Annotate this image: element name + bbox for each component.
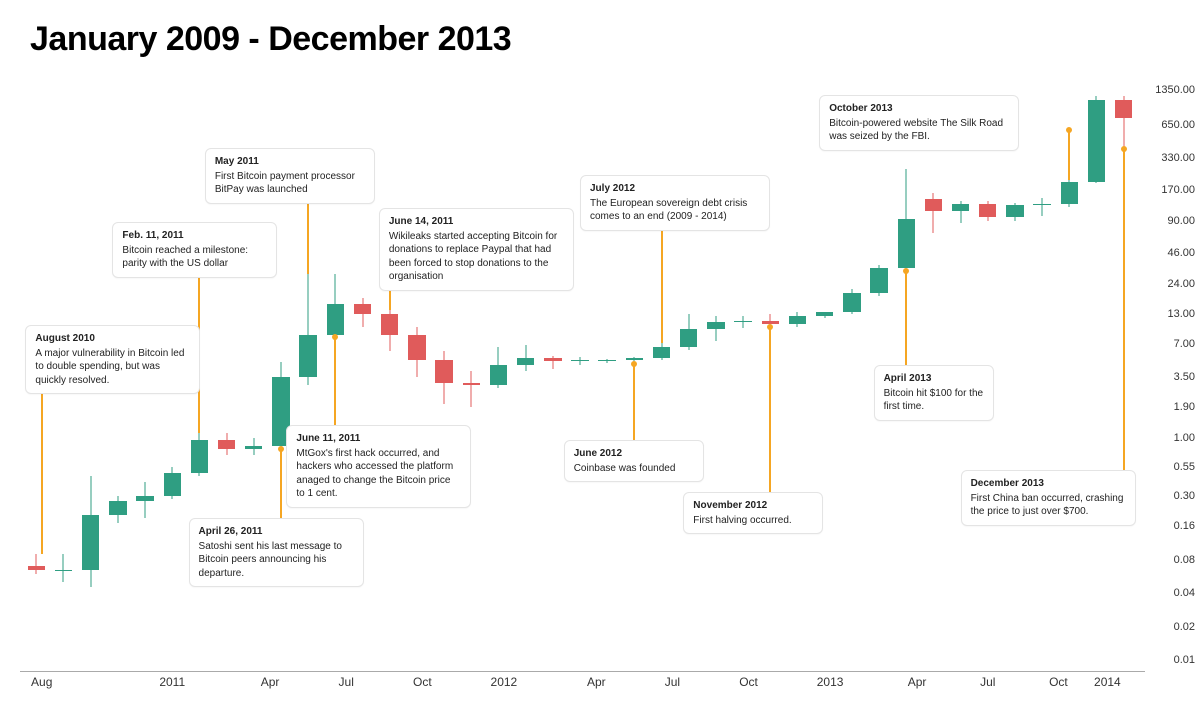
annotation-box: June 14, 2011Wikileaks started accepting…	[379, 208, 574, 291]
annotation-text: First Bitcoin payment processor BitPay w…	[215, 170, 365, 197]
y-tick: 650.00	[1161, 119, 1195, 131]
x-tick: Oct	[739, 675, 758, 689]
annotation-pointer	[41, 380, 43, 554]
y-tick: 0.30	[1174, 490, 1195, 502]
annotation-title: April 2013	[884, 372, 984, 386]
annotation-text: Satoshi sent his last message to Bitcoin…	[199, 540, 354, 581]
y-tick: 0.01	[1174, 654, 1195, 666]
y-tick: 46.00	[1167, 247, 1195, 259]
x-tick: Oct	[413, 675, 432, 689]
annotation-dot	[1121, 146, 1127, 152]
annotation-text: The European sovereign debt crisis comes…	[590, 197, 760, 224]
annotation-pointer	[1123, 149, 1125, 470]
annotation-text: Bitcoin-powered website The Silk Road wa…	[829, 117, 1009, 144]
x-tick: 2013	[817, 675, 844, 689]
y-tick: 0.02	[1174, 621, 1195, 633]
annotation-title: June 11, 2011	[296, 432, 461, 446]
annotation-pointer	[769, 327, 771, 492]
annotation-text: Bitcoin reached a milestone: parity with…	[122, 244, 267, 271]
annotation-box: May 2011First Bitcoin payment processor …	[205, 148, 375, 204]
annotation-text: Bitcoin hit $100 for the first time.	[884, 387, 984, 414]
annotation-text: First China ban occurred, crashing the p…	[971, 492, 1126, 519]
annotation-box: June 2012Coinbase was founded	[564, 440, 704, 482]
y-tick: 1350.00	[1155, 84, 1195, 96]
annotation-title: August 2010	[35, 332, 190, 346]
annotation-layer: August 2010A major vulnerability in Bitc…	[20, 90, 1140, 660]
annotation-title: June 14, 2011	[389, 215, 564, 229]
annotation-box: October 2013Bitcoin-powered website The …	[819, 95, 1019, 151]
annotation-title: October 2013	[829, 102, 1009, 116]
y-tick: 0.55	[1174, 461, 1195, 473]
annotation-text: Coinbase was founded	[574, 462, 694, 476]
x-tick: Jul	[665, 675, 680, 689]
y-tick: 170.00	[1161, 184, 1195, 196]
y-tick: 3.50	[1174, 371, 1195, 383]
annotation-dot	[903, 268, 909, 274]
x-tick: Apr	[261, 675, 280, 689]
x-tick: Oct	[1049, 675, 1068, 689]
annotation-text: Wikileaks started accepting Bitcoin for …	[389, 230, 564, 284]
x-tick: Jul	[339, 675, 354, 689]
x-tick: 2012	[491, 675, 518, 689]
annotation-text: A major vulnerability in Bitcoin led to …	[35, 347, 190, 388]
annotation-text: First halving occurred.	[693, 514, 813, 528]
annotation-box: June 11, 2011MtGox's first hack occurred…	[286, 425, 471, 508]
x-axis: Aug 2011 Apr Jul Oct 2012 Apr Jul Oct 2013 Apr Jul O…	[20, 675, 1140, 695]
y-tick: 1.90	[1174, 401, 1195, 413]
x-tick: Apr	[587, 675, 606, 689]
annotation-title: November 2012	[693, 499, 813, 513]
annotation-title: Feb. 11, 2011	[122, 229, 267, 243]
annotation-title: April 26, 2011	[199, 525, 354, 539]
annotation-box: August 2010A major vulnerability in Bitc…	[25, 325, 200, 394]
annotation-text: MtGox's first hack occurred, and hackers…	[296, 447, 461, 501]
annotation-dot	[767, 324, 773, 330]
y-tick: 24.00	[1167, 278, 1195, 290]
chart-area: 1350.00650.00330.00170.0090.0046.0024.00…	[20, 90, 1140, 660]
annotation-box: December 2013First China ban occurred, c…	[961, 470, 1136, 526]
x-tick: 2014	[1094, 675, 1121, 689]
x-axis-line	[20, 671, 1145, 672]
annotation-pointer	[633, 364, 635, 440]
x-tick: Apr	[908, 675, 927, 689]
y-tick: 13.00	[1167, 308, 1195, 320]
y-tick: 90.00	[1167, 215, 1195, 227]
annotation-pointer	[661, 218, 663, 343]
y-tick: 0.08	[1174, 554, 1195, 566]
x-tick: Aug	[31, 675, 52, 689]
annotation-box: April 26, 2011Satoshi sent his last mess…	[189, 518, 364, 587]
annotation-box: April 2013Bitcoin hit $100 for the first…	[874, 365, 994, 421]
annotation-title: December 2013	[971, 477, 1126, 491]
y-tick: 1.00	[1174, 432, 1195, 444]
x-tick: Jul	[980, 675, 995, 689]
y-tick: 0.16	[1174, 520, 1195, 532]
annotation-dot	[332, 334, 338, 340]
annotation-box: July 2012The European sovereign debt cri…	[580, 175, 770, 231]
annotation-dot	[1066, 127, 1072, 133]
y-tick: 330.00	[1161, 152, 1195, 164]
annotation-box: November 2012First halving occurred.	[683, 492, 823, 534]
annotation-dot	[631, 361, 637, 367]
annotation-title: July 2012	[590, 182, 760, 196]
annotation-title: May 2011	[215, 155, 365, 169]
annotation-pointer	[905, 271, 907, 365]
y-tick: 0.04	[1174, 587, 1195, 599]
x-tick: 2011	[159, 675, 185, 689]
annotation-pointer	[1068, 130, 1070, 180]
annotation-box: Feb. 11, 2011Bitcoin reached a milestone…	[112, 222, 277, 278]
annotation-pointer	[334, 337, 336, 425]
chart-title: January 2009 - December 2013	[30, 20, 511, 59]
annotation-title: June 2012	[574, 447, 694, 461]
annotation-pointer	[280, 449, 282, 518]
annotation-dot	[278, 446, 284, 452]
y-tick: 7.00	[1174, 338, 1195, 350]
